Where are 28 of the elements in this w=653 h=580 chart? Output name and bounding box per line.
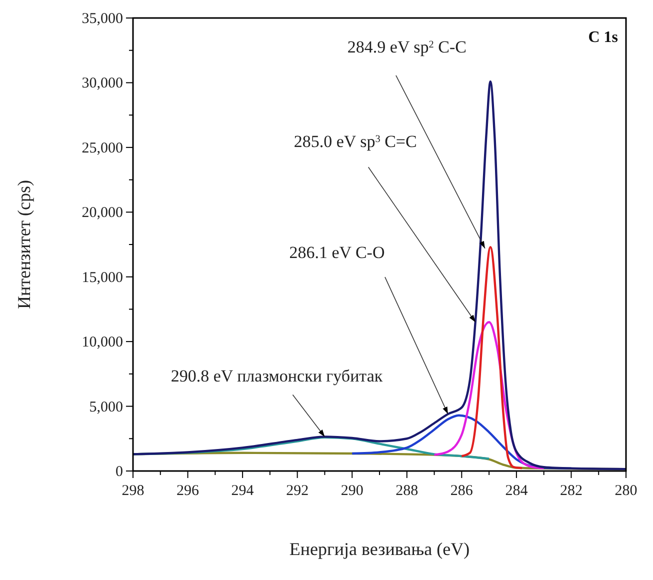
y-axis-title: Интензитет (cps): [14, 180, 34, 310]
x-tick-label: 292: [286, 483, 309, 499]
x-tick-label: 296: [176, 483, 200, 499]
x-tick-label: 298: [122, 483, 144, 499]
y-tick-label: 35,000: [82, 11, 123, 27]
x-tick-label: 294: [231, 483, 254, 499]
x-tick-label: 280: [614, 483, 638, 499]
y-tick-label: 20,000: [82, 205, 123, 222]
x-tick-label: 290: [340, 483, 364, 499]
y-tick-label: 10,000: [82, 334, 123, 351]
x-tick-label: 288: [396, 483, 418, 499]
x-tick-label: 284: [505, 483, 528, 499]
annotation: 290.8 eV плазмонски губитак: [170, 366, 384, 386]
line-series: [433, 321, 545, 470]
y-tick-label: 25,000: [82, 140, 123, 156]
line-series: [133, 80, 626, 470]
annotation: 285.0 eV sp$^{3}$ C=C: [294, 132, 417, 152]
y-tick-label: 30,000: [82, 76, 123, 92]
y-tick-label: 5,000: [89, 399, 123, 416]
x-tick-label: 286: [450, 483, 474, 499]
y-tick-label: 15,000: [82, 270, 123, 286]
y-tick-label: 0: [116, 464, 123, 480]
annotation: 284.9 eV sp$^{2}$ C-C: [347, 37, 466, 56]
x-axis-title: Енергија везивања (eV): [289, 539, 470, 559]
line-series: [460, 246, 524, 470]
x-tick-label: 282: [560, 483, 582, 499]
annotation: 286.1 eV C-O: [289, 243, 385, 262]
annotation: C 1s: [588, 29, 618, 46]
